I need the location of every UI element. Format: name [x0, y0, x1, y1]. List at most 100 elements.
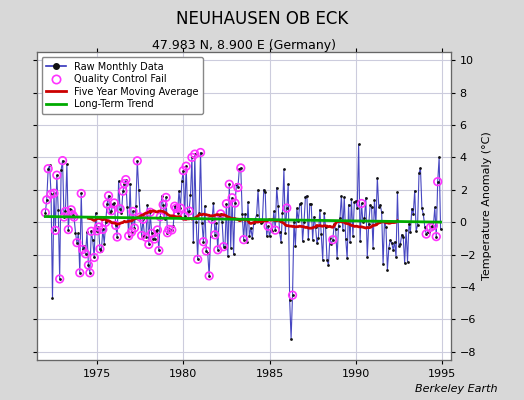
Point: [228, 194, 236, 201]
Point: [41, 210, 49, 216]
Title: 47.983 N, 8.900 E (Germany): 47.983 N, 8.900 E (Germany): [151, 39, 336, 52]
Point: [206, 232, 215, 239]
Point: [192, 219, 200, 225]
Point: [436, 226, 445, 232]
Point: [212, 220, 221, 226]
Point: [139, 216, 147, 222]
Point: [70, 214, 78, 220]
Point: [315, 206, 324, 213]
Point: [178, 178, 186, 185]
Point: [394, 189, 402, 196]
Point: [205, 273, 213, 279]
Point: [354, 141, 363, 148]
Point: [81, 251, 90, 257]
Point: [127, 229, 136, 235]
Point: [290, 218, 298, 225]
Point: [77, 190, 85, 197]
Point: [137, 232, 146, 239]
Point: [73, 240, 81, 246]
Point: [291, 242, 300, 249]
Point: [140, 233, 149, 239]
Point: [168, 227, 176, 233]
Point: [84, 262, 93, 268]
Point: [282, 205, 291, 211]
Point: [277, 239, 285, 246]
Point: [163, 230, 172, 236]
Point: [214, 247, 222, 253]
Point: [272, 184, 281, 191]
Point: [127, 229, 136, 235]
Point: [113, 234, 122, 240]
Point: [120, 180, 128, 187]
Point: [359, 219, 367, 226]
Point: [363, 254, 372, 260]
Point: [203, 250, 212, 256]
Point: [385, 245, 393, 251]
Point: [58, 158, 67, 164]
Point: [96, 246, 104, 252]
Point: [93, 228, 101, 234]
Point: [348, 233, 357, 240]
Point: [91, 210, 100, 216]
Point: [356, 238, 364, 244]
Point: [130, 225, 139, 231]
Point: [104, 192, 113, 199]
Point: [179, 168, 188, 174]
Point: [396, 241, 405, 247]
Point: [179, 168, 188, 174]
Point: [44, 166, 52, 172]
Point: [366, 202, 374, 208]
Point: [280, 166, 288, 173]
Point: [119, 188, 127, 194]
Point: [241, 210, 249, 217]
Point: [382, 224, 390, 230]
Point: [193, 256, 202, 262]
Point: [199, 238, 208, 245]
Point: [172, 205, 180, 212]
Point: [297, 200, 305, 206]
Point: [336, 215, 344, 222]
Point: [403, 258, 412, 265]
Point: [226, 244, 235, 251]
Point: [244, 199, 252, 205]
Point: [79, 246, 87, 253]
Point: [97, 248, 105, 254]
Point: [166, 229, 174, 236]
Point: [409, 210, 418, 217]
Point: [300, 219, 308, 225]
Point: [173, 210, 182, 216]
Point: [334, 222, 343, 229]
Point: [136, 214, 145, 220]
Point: [329, 236, 337, 243]
Point: [255, 217, 264, 223]
Point: [67, 206, 75, 213]
Point: [357, 200, 366, 207]
Point: [52, 172, 61, 178]
Point: [159, 202, 167, 208]
Point: [90, 254, 99, 261]
Point: [220, 244, 228, 250]
Point: [120, 180, 128, 187]
Point: [224, 253, 232, 259]
Point: [205, 273, 213, 279]
Point: [284, 181, 292, 188]
Point: [237, 165, 245, 171]
Point: [377, 209, 386, 216]
Point: [182, 163, 190, 170]
Point: [85, 270, 94, 276]
Point: [46, 162, 54, 169]
Point: [234, 184, 242, 191]
Point: [117, 210, 126, 216]
Point: [129, 208, 137, 215]
Point: [172, 205, 180, 212]
Point: [264, 223, 272, 230]
Point: [69, 212, 77, 218]
Point: [431, 204, 439, 210]
Point: [137, 232, 146, 239]
Point: [130, 225, 139, 231]
Point: [270, 208, 278, 215]
Point: [87, 228, 95, 234]
Point: [288, 292, 297, 298]
Point: [123, 204, 132, 210]
Point: [99, 226, 107, 232]
